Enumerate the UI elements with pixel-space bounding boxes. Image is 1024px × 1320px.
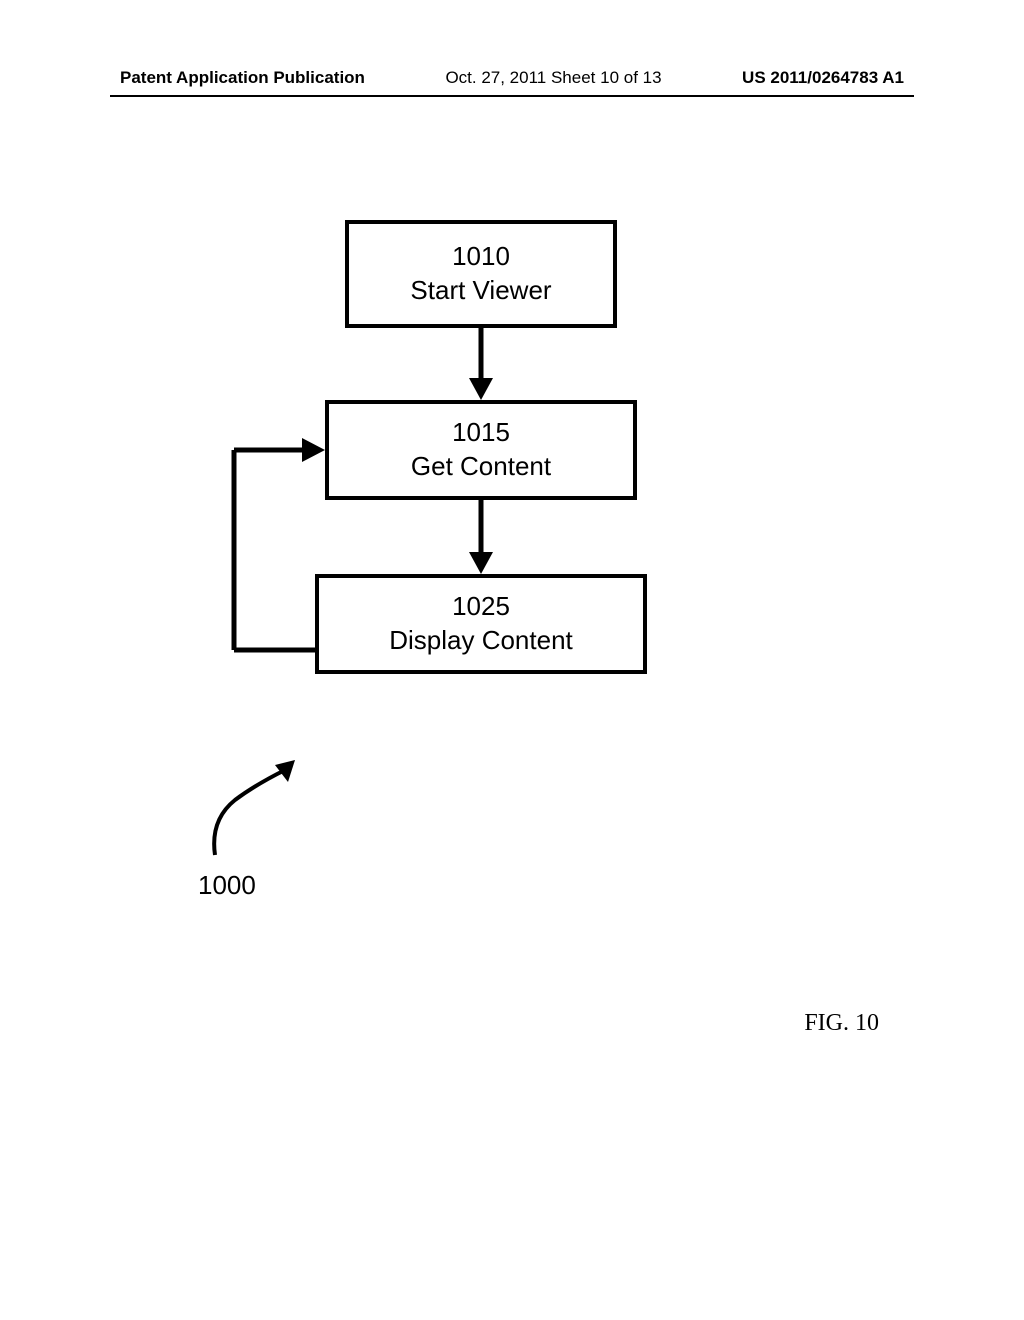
node-label: Display Content: [389, 624, 573, 658]
header-publication: Patent Application Publication: [120, 68, 365, 88]
reference-number: 1000: [198, 870, 256, 901]
node-number: 1025: [452, 590, 510, 624]
flowchart-node-display-content: 1025 Display Content: [315, 574, 647, 674]
feedback-arrow: [230, 440, 330, 680]
page-header: Patent Application Publication Oct. 27, …: [0, 68, 1024, 88]
reference-pointer-arrow: [200, 760, 320, 860]
header-date-sheet: Oct. 27, 2011 Sheet 10 of 13: [445, 68, 661, 88]
header-patent-number: US 2011/0264783 A1: [742, 68, 904, 88]
node-number: 1015: [452, 416, 510, 450]
arrow-1010-1015: [481, 328, 482, 400]
arrow-1015-1025: [481, 500, 482, 574]
node-number: 1010: [452, 240, 510, 274]
node-label: Start Viewer: [410, 274, 551, 308]
flowchart-node-start-viewer: 1010 Start Viewer: [345, 220, 617, 328]
node-label: Get Content: [411, 450, 551, 484]
figure-label: FIG. 10: [804, 1010, 879, 1037]
header-divider: [110, 95, 914, 97]
flowchart-node-get-content: 1015 Get Content: [325, 400, 637, 500]
